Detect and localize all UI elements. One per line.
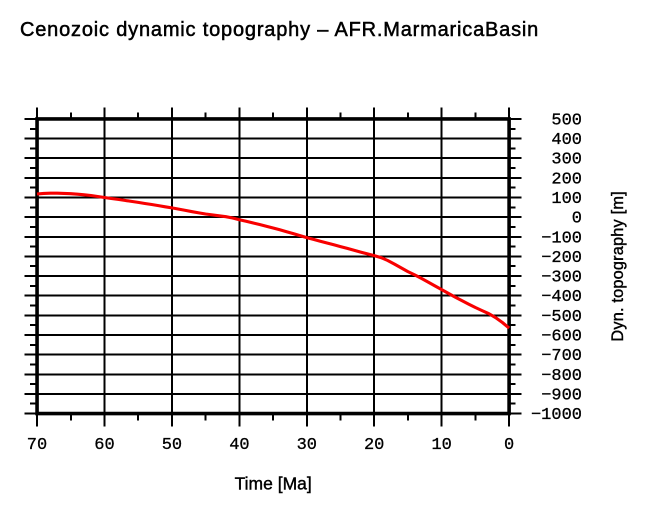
svg-text:Dyn. topography [m]: Dyn. topography [m] [609, 191, 627, 341]
svg-text:30: 30 [297, 436, 317, 455]
svg-text:400: 400 [551, 131, 582, 150]
svg-text:−600: −600 [541, 328, 582, 347]
svg-text:Time [Ma]: Time [Ma] [235, 474, 312, 494]
svg-text:500: 500 [551, 112, 582, 131]
svg-text:−100: −100 [541, 229, 582, 248]
svg-text:−700: −700 [541, 347, 582, 366]
svg-text:0: 0 [572, 210, 582, 229]
svg-text:50: 50 [162, 436, 182, 455]
svg-text:200: 200 [551, 170, 582, 189]
svg-text:20: 20 [364, 436, 384, 455]
svg-text:70: 70 [27, 436, 47, 455]
svg-text:40: 40 [229, 436, 249, 455]
svg-text:Cenozoic dynamic topography –: Cenozoic dynamic topography – AFR.Marmar… [20, 19, 539, 41]
svg-text:100: 100 [551, 190, 582, 209]
svg-text:−500: −500 [541, 308, 582, 327]
svg-text:10: 10 [431, 436, 451, 455]
svg-text:300: 300 [551, 151, 582, 170]
svg-text:−200: −200 [541, 249, 582, 268]
svg-text:−800: −800 [541, 367, 582, 386]
svg-text:−1000: −1000 [531, 406, 582, 425]
svg-text:−900: −900 [541, 386, 582, 405]
svg-text:0: 0 [504, 436, 514, 455]
svg-text:60: 60 [94, 436, 114, 455]
svg-text:−300: −300 [541, 269, 582, 288]
svg-text:−400: −400 [541, 288, 582, 307]
